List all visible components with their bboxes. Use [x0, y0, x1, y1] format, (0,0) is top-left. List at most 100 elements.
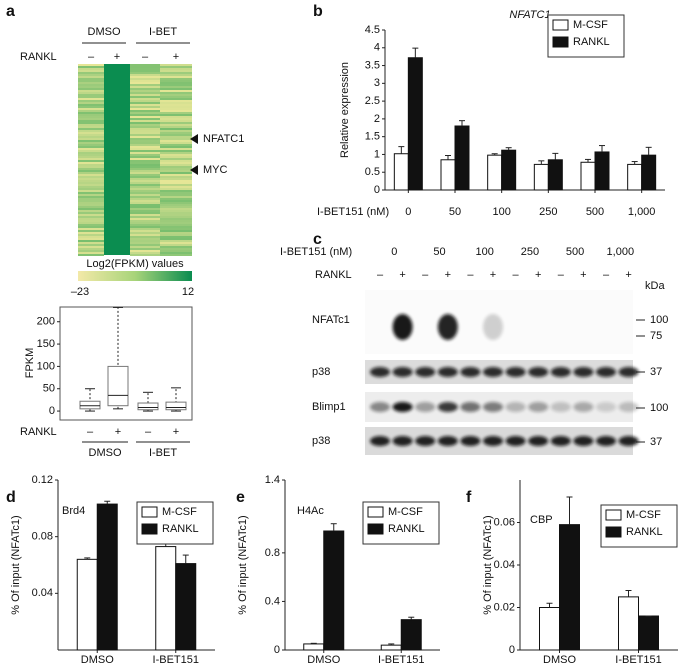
heatmap-row: [78, 126, 104, 128]
heatmap-row: [130, 180, 160, 182]
y-axis-label: % Of input (NFATc1): [237, 515, 249, 614]
heatmap-row: [78, 146, 104, 148]
bar: [303, 643, 325, 651]
heatmap-row: [130, 122, 160, 124]
heatmap-row: [78, 180, 104, 182]
bar: [323, 530, 345, 651]
heatmap-row: [78, 190, 104, 192]
heatmap-row: [78, 206, 104, 208]
heatmap-row: [78, 156, 104, 158]
colorbar-tick-label: –23: [71, 286, 89, 298]
lane-label: +: [490, 269, 496, 281]
y-tick-label: 0.04: [494, 559, 515, 571]
heatmap-row: [160, 194, 192, 196]
y-tick-label: 0.5: [365, 166, 380, 178]
bar: [380, 644, 402, 651]
band: [550, 367, 571, 377]
x-tick-label: DMSO: [543, 654, 576, 666]
legend-swatch: [367, 523, 384, 535]
y-tick-label: 0.12: [32, 474, 53, 486]
heatmap-row: [78, 172, 104, 174]
heatmap-row: [130, 214, 160, 216]
x-tick-label: 0: [405, 206, 411, 218]
heatmap-row: [130, 70, 160, 72]
y-tick-label: 0.04: [32, 587, 53, 599]
heatmap-row: [160, 68, 192, 70]
bar: [501, 149, 517, 191]
heatmap-row: [160, 186, 192, 188]
heatmap-row: [78, 202, 104, 204]
heatmap-row: [78, 162, 104, 164]
heatmap-row: [130, 106, 160, 108]
y-tick-label: 0: [274, 644, 280, 656]
heatmap-row: [130, 158, 160, 160]
dose-label: 500: [566, 246, 584, 258]
band: [596, 402, 616, 412]
legend-label: M-CSF: [626, 509, 661, 521]
heatmap-row: [130, 202, 160, 204]
annotation: CBP: [530, 514, 553, 526]
heatmap-row: [78, 130, 104, 132]
band: [392, 402, 413, 412]
band: [573, 436, 594, 446]
dose-label: 100: [476, 246, 494, 258]
heatmap-row: [78, 168, 104, 170]
marker-label: 37: [650, 366, 662, 378]
heatmap-row: [160, 124, 192, 126]
heatmap-row: [160, 142, 192, 144]
dose-label: 250: [521, 246, 539, 258]
heatmap-row: [78, 218, 104, 220]
heatmap-row: [160, 162, 192, 164]
heatmap-row: [78, 128, 104, 130]
band: [573, 367, 594, 377]
arrow: [190, 165, 198, 175]
box: [165, 401, 187, 411]
bar: [96, 503, 118, 651]
heatmap-row: [130, 222, 160, 224]
heatmap-row: [78, 142, 104, 144]
bar: [393, 153, 409, 191]
lane-label: +: [399, 269, 405, 281]
y-tick-label: 50: [43, 383, 55, 395]
heatmap-row: [130, 84, 160, 86]
band: [392, 367, 413, 377]
heatmap-row: [160, 228, 192, 230]
bar: [559, 524, 580, 651]
heatmap-row: [78, 160, 104, 162]
heatmap-row: [160, 236, 192, 238]
heatmap-row: [130, 78, 160, 80]
heatmap-row: [130, 190, 160, 192]
heatmap-row: [160, 102, 192, 104]
heatmap-row: [160, 138, 192, 140]
dose-label: 50: [433, 246, 445, 258]
heatmap-row: [78, 166, 104, 168]
heatmap-row: [78, 188, 104, 190]
heatmap-row: [130, 206, 160, 208]
heatmap-row: [160, 80, 192, 82]
heatmap-row: [160, 82, 192, 84]
bar: [547, 159, 563, 191]
colorbar: [78, 271, 192, 281]
chart-title: NFATC1: [509, 9, 550, 21]
heatmap-row: [160, 248, 192, 250]
heatmap-row: [130, 110, 160, 112]
heatmap-row: [78, 92, 104, 94]
band: [550, 436, 571, 446]
legend-label: M-CSF: [162, 506, 197, 518]
heatmap-row: [160, 206, 192, 208]
heatmap-row: [78, 196, 104, 198]
heatmap-row: [130, 192, 160, 194]
column-label: –: [142, 51, 149, 63]
row-label: RANKL: [315, 269, 352, 281]
legend-swatch: [367, 506, 384, 518]
heatmap-row: [130, 166, 160, 168]
heatmap-row: [130, 114, 160, 116]
heatmap-row: [160, 250, 192, 252]
heatmap-row: [130, 138, 160, 140]
heatmap-row: [160, 144, 192, 146]
band: [437, 367, 458, 377]
heatmap-row: [160, 86, 192, 88]
heatmap-row: [160, 146, 192, 148]
heatmap-row: [78, 192, 104, 194]
lane-label: –: [377, 269, 384, 281]
